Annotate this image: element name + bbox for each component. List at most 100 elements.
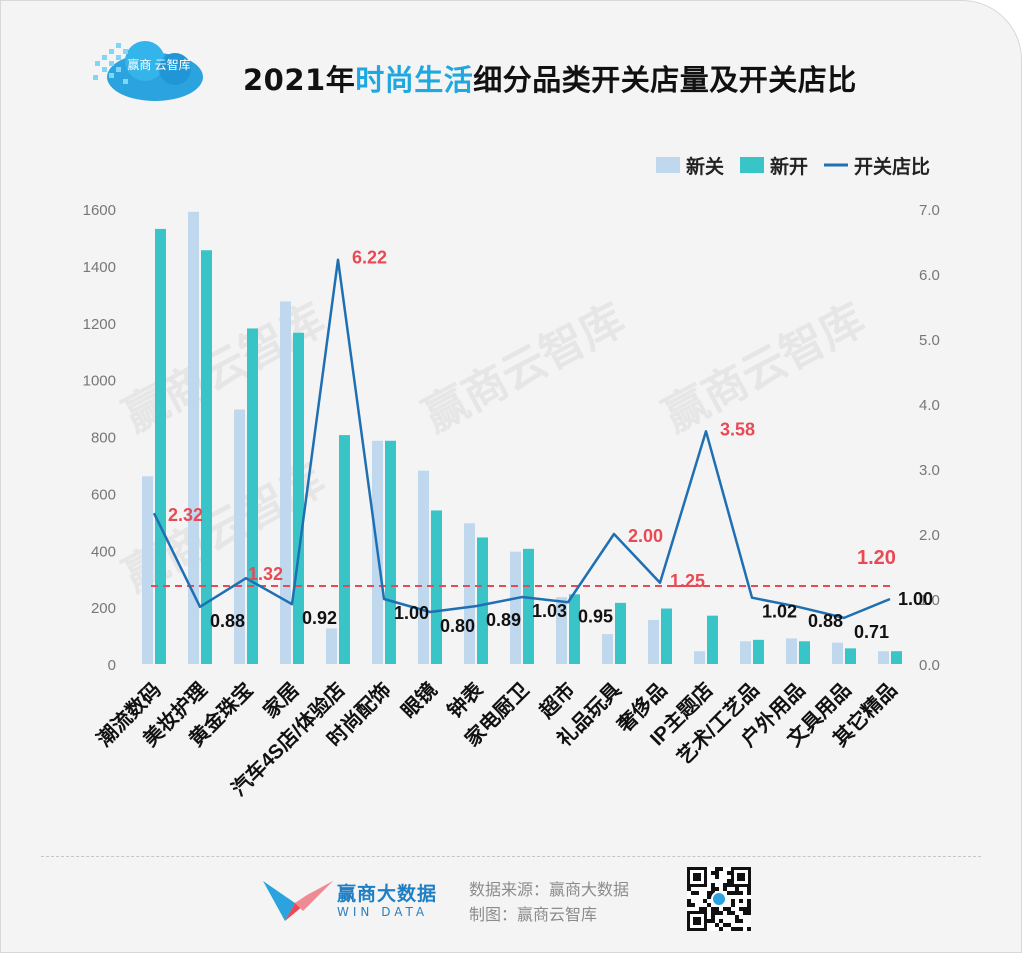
- qr-module: [735, 891, 739, 895]
- qr-module: [735, 919, 739, 923]
- bar-closed: [832, 642, 843, 664]
- bar-closed: [142, 476, 153, 664]
- qr-module: [739, 907, 743, 911]
- bar-opened: [477, 537, 488, 664]
- ratio-data-label: 1.03: [532, 601, 567, 621]
- qr-module: [723, 907, 727, 911]
- source-note: 数据来源：赢商大数据 制图：赢商云智库: [469, 877, 629, 927]
- brand-name-en: WIN DATA: [337, 905, 429, 919]
- category-tick-label: 眼镜: [396, 678, 441, 723]
- qr-module: [727, 883, 731, 887]
- bar-opened: [431, 510, 442, 664]
- qr-module: [743, 907, 747, 911]
- qr-module: [747, 911, 751, 915]
- ratio-data-label: 0.92: [302, 608, 337, 628]
- right-axis-tick: 4.0: [919, 397, 940, 414]
- ratio-data-label: 0.95: [578, 606, 613, 626]
- bar-closed: [602, 634, 613, 664]
- ratio-data-label: 1.00: [898, 589, 933, 609]
- ratio-data-label: 0.71: [854, 622, 889, 642]
- qr-module: [731, 911, 735, 915]
- left-axis-tick: 1000: [83, 373, 116, 390]
- qr-module: [739, 891, 743, 895]
- ratio-data-label: 1.00: [394, 603, 429, 623]
- qr-module: [719, 867, 723, 871]
- watermark-text: 赢商云智库: [656, 295, 873, 442]
- bar-closed: [556, 597, 567, 664]
- bar-closed: [418, 470, 429, 664]
- left-axis-tick: 800: [91, 430, 116, 447]
- bar-opened: [799, 641, 810, 664]
- made-by-line: 制图：赢商云智库: [469, 905, 598, 924]
- qr-module: [731, 903, 735, 907]
- cloud-logo-icon: 赢商 云智库: [93, 41, 203, 101]
- qr-module: [723, 883, 727, 887]
- qr-module: [747, 899, 751, 903]
- left-axis-tick: 1200: [83, 316, 116, 333]
- qr-module: [747, 907, 751, 911]
- windata-logo-icon: [263, 881, 333, 921]
- qr-module: [715, 875, 719, 879]
- bar-closed: [188, 211, 199, 664]
- qr-module: [727, 907, 731, 911]
- qr-module: [711, 911, 715, 915]
- qr-module: [687, 887, 691, 891]
- qr-module: [739, 919, 743, 923]
- bar-opened: [339, 435, 350, 664]
- bar-opened: [155, 228, 166, 664]
- ratio-data-label: 1.32: [248, 564, 283, 584]
- qr-module: [723, 887, 727, 891]
- qr-module: [715, 907, 719, 911]
- bar-opened: [615, 602, 626, 664]
- qr-module: [707, 919, 711, 923]
- qr-module: [719, 919, 723, 923]
- qr-finder: [737, 873, 745, 881]
- qr-module: [727, 871, 731, 875]
- bar-closed: [740, 641, 751, 664]
- right-axis-tick: 1.0: [919, 592, 940, 609]
- qr-module: [707, 895, 711, 899]
- ratio-data-label: 2.32: [168, 505, 203, 525]
- qr-module: [699, 907, 703, 911]
- qr-module: [727, 911, 731, 915]
- qr-module: [691, 903, 695, 907]
- ratio-data-label: 3.58: [720, 419, 755, 439]
- right-axis-tick: 5.0: [919, 332, 940, 349]
- qr-module: [727, 879, 731, 883]
- qr-module: [715, 871, 719, 875]
- bar-opened: [661, 608, 672, 664]
- qr-module: [731, 899, 735, 903]
- qr-module: [735, 927, 739, 931]
- page-title: 2021年时尚生活细分品类开关店量及开关店比: [243, 63, 857, 97]
- ratio-data-label: 0.89: [486, 610, 521, 630]
- qr-finder: [693, 917, 701, 925]
- left-axis-tick: 0: [108, 657, 116, 674]
- logo-text: 赢商 云智库: [127, 57, 190, 72]
- brand-name-cn: 赢商大数据: [337, 883, 438, 905]
- legend-swatch-closed: [656, 157, 680, 173]
- legend-label: 开关店比: [854, 155, 930, 178]
- qr-module: [711, 871, 715, 875]
- qr-module: [687, 903, 691, 907]
- left-axis-tick: 600: [91, 486, 116, 503]
- qr-module: [747, 887, 751, 891]
- right-axis-tick: 7.0: [919, 202, 940, 219]
- bar-opened: [201, 250, 212, 664]
- ratio-data-label: 0.88: [808, 611, 843, 631]
- right-axis-tick: 6.0: [919, 267, 940, 284]
- ratio-data-label: 2.00: [628, 526, 663, 546]
- bar-closed: [510, 551, 521, 664]
- bar-closed: [234, 409, 245, 664]
- footer-divider: [41, 856, 981, 857]
- qr-module: [711, 891, 715, 895]
- qr-module: [715, 867, 719, 871]
- ratio-series-line: [152, 258, 891, 620]
- watermark-text: 赢商云智库: [416, 295, 633, 442]
- qr-center-logo: [711, 891, 727, 907]
- qr-module: [691, 891, 695, 895]
- bar-closed: [786, 638, 797, 664]
- qr-module: [707, 903, 711, 907]
- bar-opened: [385, 440, 396, 664]
- qr-module: [731, 891, 735, 895]
